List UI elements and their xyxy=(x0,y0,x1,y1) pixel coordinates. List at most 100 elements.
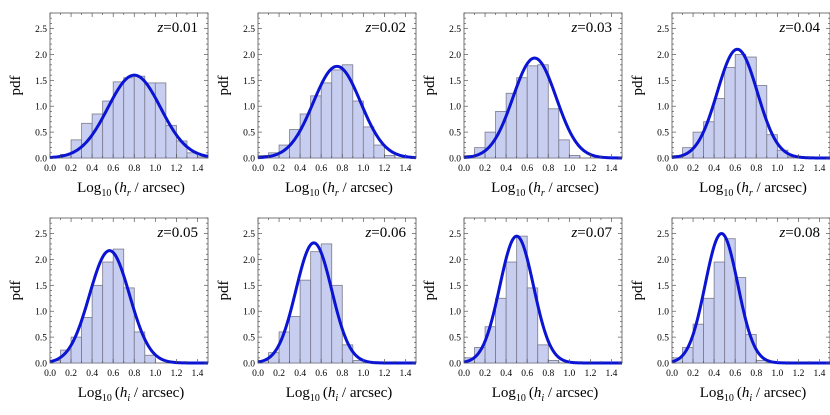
x-tick-label: 1.2 xyxy=(792,369,804,379)
redshift-label: z=0.04 xyxy=(778,20,820,36)
histogram-bar xyxy=(299,279,312,364)
y-tick-label: 0.0 xyxy=(35,360,47,370)
y-tick-label: 0.0 xyxy=(657,155,669,165)
y-tick-label: 0.0 xyxy=(243,155,255,165)
x-tick-label: 0.8 xyxy=(128,369,140,379)
y-tick-label: 1.5 xyxy=(243,282,255,292)
y-tick-label: 2.5 xyxy=(449,25,461,35)
x-tick-label: 1.2 xyxy=(584,369,596,379)
y-tick-label: 2.5 xyxy=(243,25,255,35)
histogram-bar xyxy=(537,64,549,159)
x-tick-label: 0.6 xyxy=(521,369,533,379)
histogram-bar xyxy=(724,66,736,159)
x-axis-label: Log10 (hr / arcsec) xyxy=(699,180,807,199)
y-tick-label: 2.0 xyxy=(35,256,47,266)
x-axis-label: Log10 (hi / arcsec) xyxy=(700,385,807,404)
y-tick-label: 2.0 xyxy=(657,256,669,266)
x-tick-label: 0.8 xyxy=(336,369,348,379)
histogram-bar xyxy=(123,287,135,364)
x-tick-label: 0.0 xyxy=(666,164,678,174)
y-tick-label: 0.0 xyxy=(449,155,461,165)
panel-7: 0.0 0.2 0.4 0.6 0.8 1.0 1.2 1.4 0.0 0.5 1.0 1.5 2.0 2… xyxy=(422,217,623,404)
x-tick-label: 1.4 xyxy=(814,164,826,174)
y-tick-label: 0.5 xyxy=(243,129,255,139)
panel-2: 0.0 0.2 0.4 0.6 0.8 1.0 1.2 1.4 0.0 0.5 1.0 1.5 2.0 2… xyxy=(216,12,417,199)
y-tick-label: 2.5 xyxy=(35,25,47,35)
x-tick-label: 0.8 xyxy=(750,164,762,174)
y-tick-label: 2.0 xyxy=(657,51,669,61)
x-tick-label: 1.0 xyxy=(149,369,161,379)
histogram-bar xyxy=(154,82,167,159)
panel-6: 0.0 0.2 0.4 0.6 0.8 1.0 1.2 1.4 0.0 0.5 1.0 1.5 2.0 2… xyxy=(216,217,417,404)
histogram-bar xyxy=(484,326,497,364)
histogram-bar xyxy=(289,315,301,364)
x-tick-label: 1.0 xyxy=(771,369,783,379)
histogram-bar xyxy=(320,82,333,159)
x-tick-label: 0.6 xyxy=(107,369,119,379)
x-tick-label: 0.8 xyxy=(336,164,348,174)
y-tick-label: 0.0 xyxy=(449,360,461,370)
x-tick-label: 0.2 xyxy=(479,369,491,379)
fit-curve xyxy=(257,64,417,160)
x-tick-label: 0.0 xyxy=(252,369,264,379)
histogram-bar xyxy=(310,251,322,364)
y-tick-label: 1.5 xyxy=(243,77,255,87)
x-tick-label: 1.0 xyxy=(771,164,783,174)
y-tick-label: 2.5 xyxy=(243,230,255,240)
histogram-bar xyxy=(568,155,581,159)
x-tick-label: 0.0 xyxy=(44,369,56,379)
histogram-bar xyxy=(91,284,104,364)
redshift-label: z=0.05 xyxy=(156,225,198,241)
histogram-bar xyxy=(133,75,146,159)
fit-curve xyxy=(671,47,830,160)
x-tick-label: 1.0 xyxy=(357,369,369,379)
x-tick-label: 1.4 xyxy=(192,164,204,174)
x-tick-label: 1.4 xyxy=(814,369,826,379)
y-axis-label: pdf xyxy=(8,281,24,301)
y-tick-label: 1.0 xyxy=(35,308,47,318)
x-tick-label: 0.8 xyxy=(542,369,554,379)
x-tick-label: 0.2 xyxy=(687,164,699,174)
histogram-bar xyxy=(713,261,726,364)
y-tick-label: 1.5 xyxy=(35,282,47,292)
histogram-bar xyxy=(537,344,549,364)
x-tick-label: 0.6 xyxy=(521,164,533,174)
panel-4: 0.0 0.2 0.4 0.6 0.8 1.0 1.2 1.4 0.0 0.5 1.0 1.5 2.0 2… xyxy=(630,12,830,199)
fit-curve xyxy=(671,231,830,365)
redshift-label: z=0.02 xyxy=(364,20,406,36)
y-tick-label: 2.0 xyxy=(449,51,461,61)
x-tick-label: 0.4 xyxy=(500,369,512,379)
x-tick-label: 0.4 xyxy=(86,369,98,379)
redshift-label: z=0.06 xyxy=(364,225,406,241)
x-tick-label: 1.0 xyxy=(563,164,575,174)
x-tick-label: 0.2 xyxy=(65,164,77,174)
y-tick-label: 0.0 xyxy=(35,155,47,165)
y-tick-label: 2.0 xyxy=(35,51,47,61)
x-tick-label: 0.2 xyxy=(687,369,699,379)
panel-3: 0.0 0.2 0.4 0.6 0.8 1.0 1.2 1.4 0.0 0.5 1.0 1.5 2.0 2… xyxy=(422,12,623,199)
x-tick-label: 0.8 xyxy=(750,369,762,379)
x-axis-label: Log10 (hi / arcsec) xyxy=(492,385,599,404)
y-axis-label: pdf xyxy=(216,281,232,301)
x-axis-label: Log10 (hi / arcsec) xyxy=(286,385,393,404)
x-tick-label: 1.4 xyxy=(606,164,618,174)
x-tick-label: 1.4 xyxy=(400,164,412,174)
y-tick-label: 2.5 xyxy=(35,230,47,240)
y-tick-label: 1.5 xyxy=(657,282,669,292)
panel-8: 0.0 0.2 0.4 0.6 0.8 1.0 1.2 1.4 0.0 0.5 1.0 1.5 2.0 2… xyxy=(630,217,830,404)
x-tick-label: 0.6 xyxy=(315,369,327,379)
x-tick-label: 0.2 xyxy=(273,164,285,174)
x-axis-label: Log10 (hr / arcsec) xyxy=(285,180,393,199)
x-tick-label: 0.4 xyxy=(294,164,306,174)
x-tick-label: 0.4 xyxy=(708,164,720,174)
x-axis-label: Log10 (hr / arcsec) xyxy=(491,180,599,199)
y-axis-label: pdf xyxy=(422,76,438,96)
x-tick-label: 1.2 xyxy=(792,164,804,174)
fit-curve xyxy=(49,73,209,159)
histogram-bar xyxy=(505,261,518,364)
redshift-label: z=0.07 xyxy=(570,225,612,241)
histogram-bar xyxy=(144,354,156,364)
x-tick-label: 0.6 xyxy=(729,164,741,174)
histogram-bar xyxy=(123,77,135,159)
